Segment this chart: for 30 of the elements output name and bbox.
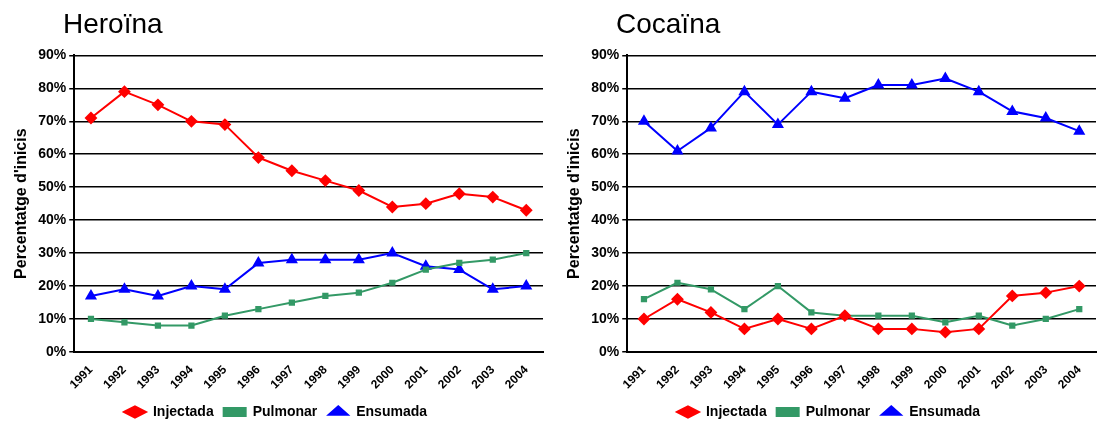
y-axis-title: Percentatge d'inicis bbox=[12, 128, 30, 279]
y-tick-label: 30% bbox=[38, 243, 67, 260]
legend-label: Ensumada bbox=[909, 402, 981, 419]
y-tick-label: 80% bbox=[591, 79, 620, 96]
y-tick-label: 60% bbox=[591, 145, 620, 162]
y-tick-label: 90% bbox=[591, 46, 620, 63]
legend-label: Injectada bbox=[152, 402, 214, 419]
y-tick-label: 50% bbox=[591, 178, 620, 195]
y-tick-label: 30% bbox=[591, 243, 620, 260]
y-tick-label: 90% bbox=[38, 46, 67, 63]
y-tick-label: 10% bbox=[38, 309, 67, 326]
y-tick-label: 50% bbox=[38, 178, 67, 195]
legend-label: Injectada bbox=[705, 402, 767, 419]
chart-title: Heroïna bbox=[62, 8, 164, 41]
y-tick-label: 20% bbox=[38, 276, 67, 293]
legend-label: Pulmonar bbox=[252, 402, 318, 419]
y-axis-title: Percentatge d'inicis bbox=[565, 128, 583, 279]
y-tick-label: 80% bbox=[38, 79, 67, 96]
y-tick-label: 40% bbox=[591, 211, 620, 227]
y-tick-label: 40% bbox=[38, 211, 67, 227]
chart-title: Cocaïna bbox=[615, 8, 722, 41]
y-tick-label: 0% bbox=[598, 342, 620, 359]
y-tick-label: 0% bbox=[45, 342, 67, 359]
legend-label: Pulmonar bbox=[805, 402, 871, 419]
y-tick-label: 70% bbox=[591, 112, 620, 129]
y-tick-label: 10% bbox=[591, 309, 620, 326]
y-tick-label: 20% bbox=[591, 276, 620, 293]
legend-label: Ensumada bbox=[356, 402, 428, 419]
y-tick-label: 60% bbox=[38, 145, 67, 162]
y-tick-label: 70% bbox=[38, 112, 67, 129]
